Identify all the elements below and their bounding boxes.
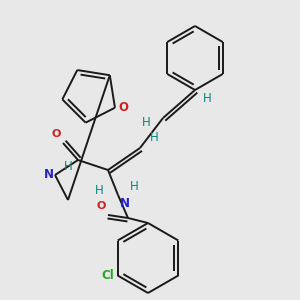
Text: H: H xyxy=(64,160,73,173)
Text: H: H xyxy=(150,131,159,144)
Text: H: H xyxy=(142,116,151,128)
Text: N: N xyxy=(120,197,130,210)
Text: O: O xyxy=(97,201,106,211)
Text: O: O xyxy=(52,129,61,139)
Text: Cl: Cl xyxy=(101,269,114,282)
Text: N: N xyxy=(44,169,54,182)
Text: H: H xyxy=(95,184,104,197)
Text: H: H xyxy=(130,180,139,193)
Text: O: O xyxy=(118,101,128,114)
Text: H: H xyxy=(203,92,212,104)
